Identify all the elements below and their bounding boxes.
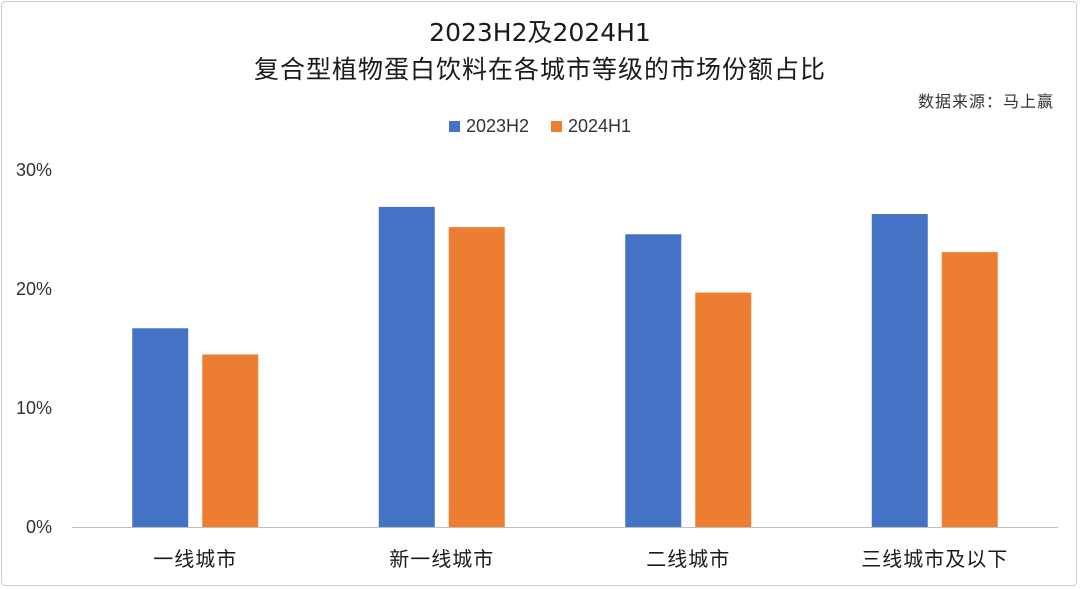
legend-label-series-2: 2024H1 <box>568 116 632 136</box>
bar-2023H2-2 <box>378 206 435 527</box>
y-tick-label: 0% <box>26 517 52 537</box>
data-source-note: 数据来源：马上赢 <box>917 92 1054 111</box>
y-tick-label: 10% <box>16 398 52 418</box>
legend-label-series-1: 2023H2 <box>465 116 529 136</box>
chart-title-line2: 复合型植物蛋白饮料在各城市等级的市场份额占比 <box>253 55 826 84</box>
legend-item-series-2: 2024H1 <box>551 116 631 137</box>
bar-2024H1-2 <box>448 227 505 527</box>
bar-2023H2-1 <box>132 328 189 527</box>
bar-2023H2-3 <box>625 234 682 527</box>
legend-swatch-series-1 <box>448 121 460 132</box>
bar-2024H1-3 <box>695 292 752 527</box>
bar-2024H1-4 <box>941 252 998 528</box>
legend-swatch-series-2 <box>551 121 562 132</box>
chart-title-line1: 2023H2及2024H1 <box>429 18 651 47</box>
chart-legend: 2023H2 2024H1 <box>0 116 1080 137</box>
y-axis-ticks: 0% 10% 20% 30% <box>16 160 52 537</box>
bars <box>132 206 998 528</box>
x-tick-label: 三线城市及以下 <box>861 547 1008 571</box>
bar-2023H2-4 <box>871 214 928 527</box>
x-tick-label: 一线城市 <box>153 547 237 571</box>
x-tick-label: 新一线城市 <box>389 547 494 571</box>
bar-2024H1-1 <box>202 354 259 527</box>
y-tick-label: 20% <box>16 279 52 299</box>
legend-item-series-1: 2023H2 <box>448 116 529 137</box>
x-axis-ticks: 一线城市 新一线城市 二线城市 三线城市及以下 <box>153 547 1008 571</box>
y-tick-label: 30% <box>16 160 52 180</box>
x-tick-label: 二线城市 <box>646 547 730 571</box>
